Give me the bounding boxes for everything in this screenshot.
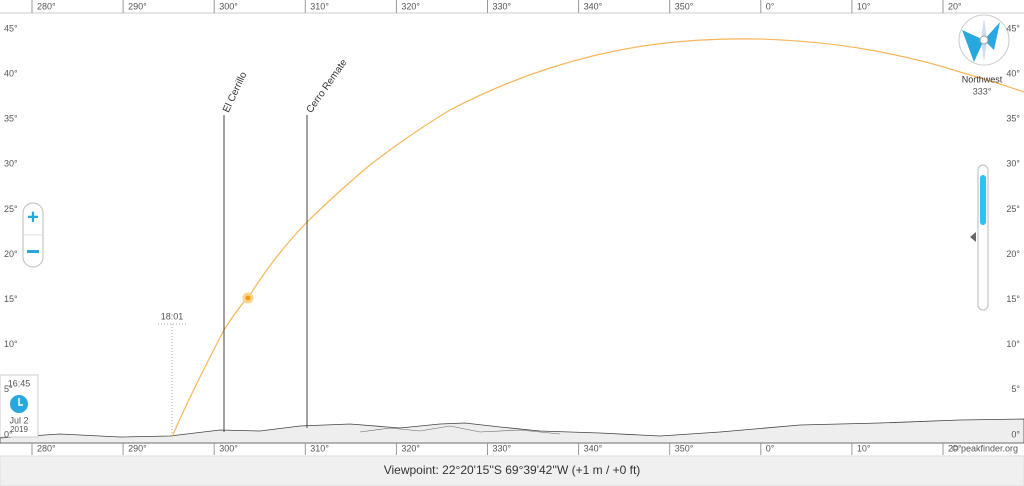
sun[interactable] <box>242 292 254 304</box>
azimuth-label: 310° <box>310 1 329 11</box>
elevation-label: 15° <box>4 294 18 304</box>
compass-direction: Northwest <box>962 74 1003 84</box>
elevation-label: 20° <box>1006 249 1020 259</box>
azimuth-label: 0° <box>766 1 775 11</box>
clock-year: 2019 <box>10 425 28 434</box>
elevation-label: 10° <box>1006 339 1020 349</box>
azimuth-label: 350° <box>675 1 694 11</box>
azimuth-label: 20° <box>948 1 962 11</box>
azimuth-label: 350° <box>675 443 694 453</box>
azimuth-label: 20° <box>948 443 962 453</box>
azimuth-label: 280° <box>37 443 56 453</box>
clock-time: 16:45 <box>8 378 31 388</box>
azimuth-label: 320° <box>401 1 420 11</box>
zoom-in[interactable]: + <box>27 206 39 228</box>
azimuth-label: 310° <box>310 443 329 453</box>
azimuth-label: 290° <box>128 443 147 453</box>
elevation-label: 5° <box>4 384 13 394</box>
terrain <box>0 418 1024 444</box>
elevation-label: 35° <box>1006 114 1020 124</box>
elevation-label: 45° <box>1006 23 1020 33</box>
elevation-label: 40° <box>1006 68 1020 78</box>
azimuth-label: 300° <box>219 1 238 11</box>
credit[interactable]: © peakfinder.org <box>952 443 1018 453</box>
azimuth-label: 330° <box>493 443 512 453</box>
elevation-label: 45° <box>4 23 18 33</box>
elevation-label: 30° <box>1006 159 1020 169</box>
compass-bearing: 333° <box>973 86 992 96</box>
azimuth-label: 10° <box>857 1 871 11</box>
azimuth-label: 290° <box>128 1 147 11</box>
compass-center <box>979 35 989 45</box>
elevation-label: 40° <box>4 68 18 78</box>
clock-hands <box>18 398 23 406</box>
azimuth-label: 340° <box>584 1 603 11</box>
azimuth-label: 280° <box>37 1 56 11</box>
azimuth-label: 320° <box>401 443 420 453</box>
elevation-label: 20° <box>4 249 18 259</box>
azimuth-label: 0° <box>766 443 775 453</box>
elevation-label: 15° <box>1006 294 1020 304</box>
viewpoint: Viewpoint: 22°20'15''S 69°39'42''W (+1 m… <box>384 463 641 477</box>
elevation-label: 35° <box>4 114 18 124</box>
elevation-label: 25° <box>1006 204 1020 214</box>
azimuth-label: 340° <box>584 443 603 453</box>
elevation-label: 5° <box>1011 384 1020 394</box>
elevation-label: 10° <box>4 339 18 349</box>
zoom-out[interactable] <box>27 250 39 253</box>
status-bar <box>0 455 1024 486</box>
azimuth-label: 330° <box>493 1 512 11</box>
clock-date: Jul 2 <box>9 415 28 425</box>
elevation-label: 25° <box>4 204 18 214</box>
terrain-ridge <box>359 425 561 435</box>
elevation-label: 0° <box>1011 429 1020 439</box>
azimuth-label: 300° <box>219 443 238 453</box>
azimuth-label: 10° <box>857 443 871 453</box>
slider-pointer <box>970 232 976 242</box>
sunset-time: 18:01 <box>161 311 184 321</box>
elevation-label: 0° <box>4 429 13 439</box>
elevation-label: 30° <box>4 159 18 169</box>
slider-thumb[interactable] <box>980 175 986 225</box>
